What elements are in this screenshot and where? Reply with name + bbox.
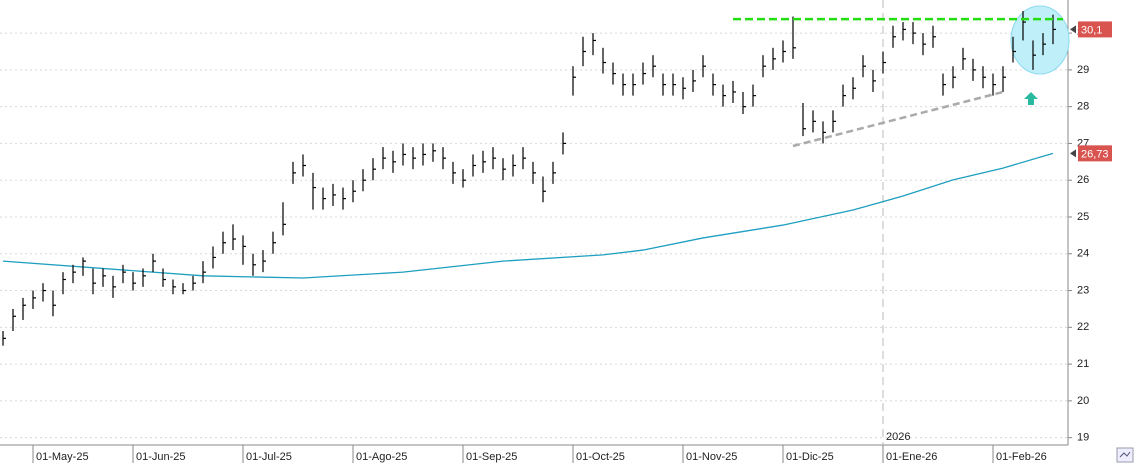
price-label: 30,1 (1081, 24, 1102, 36)
year-label: 2026 (886, 431, 910, 443)
x-tick-label: 01-Feb-26 (996, 451, 1047, 463)
y-tick-label: 25 (1077, 211, 1089, 223)
highlight-ellipse (1010, 5, 1070, 75)
y-tick-label: 26 (1077, 174, 1089, 186)
x-tick-label: 01-Ene-26 (886, 451, 937, 463)
price-label-box (1078, 21, 1112, 38)
y-tick-label: 20 (1077, 395, 1089, 407)
price-label: 26,73 (1081, 148, 1109, 160)
corner-icon (1119, 451, 1131, 458)
x-tick-label: 01-Nov-25 (686, 451, 737, 463)
x-tick-label: 01-Sep-25 (466, 451, 517, 463)
x-tick-label: 01-Oct-25 (576, 451, 625, 463)
x-tick-label: 01-May-25 (36, 451, 89, 463)
support-line (792, 90, 1004, 148)
x-tick-label: 01-Jul-25 (246, 451, 292, 463)
price-pointer (1070, 25, 1076, 34)
y-tick-label: 24 (1077, 248, 1089, 260)
x-tick-label: 01-Ago-25 (356, 451, 407, 463)
price-pointer (1070, 149, 1076, 158)
corner-button[interactable] (1116, 447, 1134, 463)
y-tick-label: 29 (1077, 64, 1089, 76)
moving-average (2, 152, 1054, 279)
up-arrow (1024, 92, 1038, 105)
x-tick-label: 01-Jun-25 (136, 451, 186, 463)
y-tick-label: 19 (1077, 432, 1089, 444)
price-label-box (1078, 145, 1112, 162)
y-tick-label: 28 (1077, 101, 1089, 113)
x-tick-label: 01-Dic-25 (786, 451, 834, 463)
y-tick-label: 23 (1077, 284, 1089, 296)
y-tick-label: 21 (1077, 358, 1089, 370)
y-tick-label: 22 (1077, 321, 1089, 333)
